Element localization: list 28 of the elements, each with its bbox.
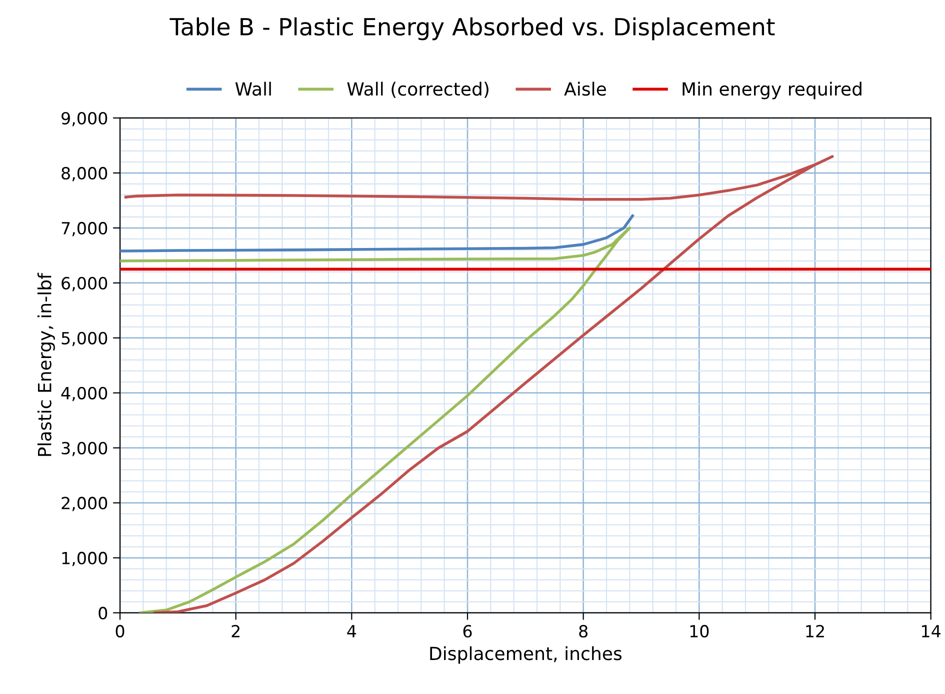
y-tick-label: 6,000 [62,276,108,292]
y-axis-title: Plastic Energy, in-lbf [37,272,55,456]
x-tick-label: 8 [579,624,588,638]
x-tick-label: 4 [347,625,356,638]
x-tick-label: 0 [116,624,124,638]
y-tick-label: 5,000 [62,332,108,346]
x-tick-label: 6 [463,624,472,638]
x-tick-label: 2 [232,624,240,638]
legend-label: Aisle [564,82,606,96]
line-series [120,214,634,252]
line-series [124,155,834,613]
legend-label: Wall [235,82,271,96]
y-tick-label: 8,000 [62,166,108,182]
x-tick-label: 12 [806,624,824,638]
x-tick-label: 14 [922,625,940,638]
x-axis-title: Displacement, inches [430,646,622,664]
y-tick-label: 7,000 [62,222,108,236]
y-tick-label: 3,000 [62,442,108,456]
y-tick-label: 0 [98,606,108,620]
chart-title: Table B - Plastic Energy Absorbed vs. Displacement [170,17,775,40]
y-tick-label: 4,000 [61,386,108,402]
y-tick-label: 9,000 [62,112,108,126]
line-series [120,226,632,613]
legend-label: Wall (corrected) [347,82,488,98]
y-tick-label: 2,000 [62,496,108,512]
legend-label: Min energy required [682,82,862,100]
y-tick-label: 1,000 [62,552,108,566]
x-tick-label: 10 [690,624,709,638]
